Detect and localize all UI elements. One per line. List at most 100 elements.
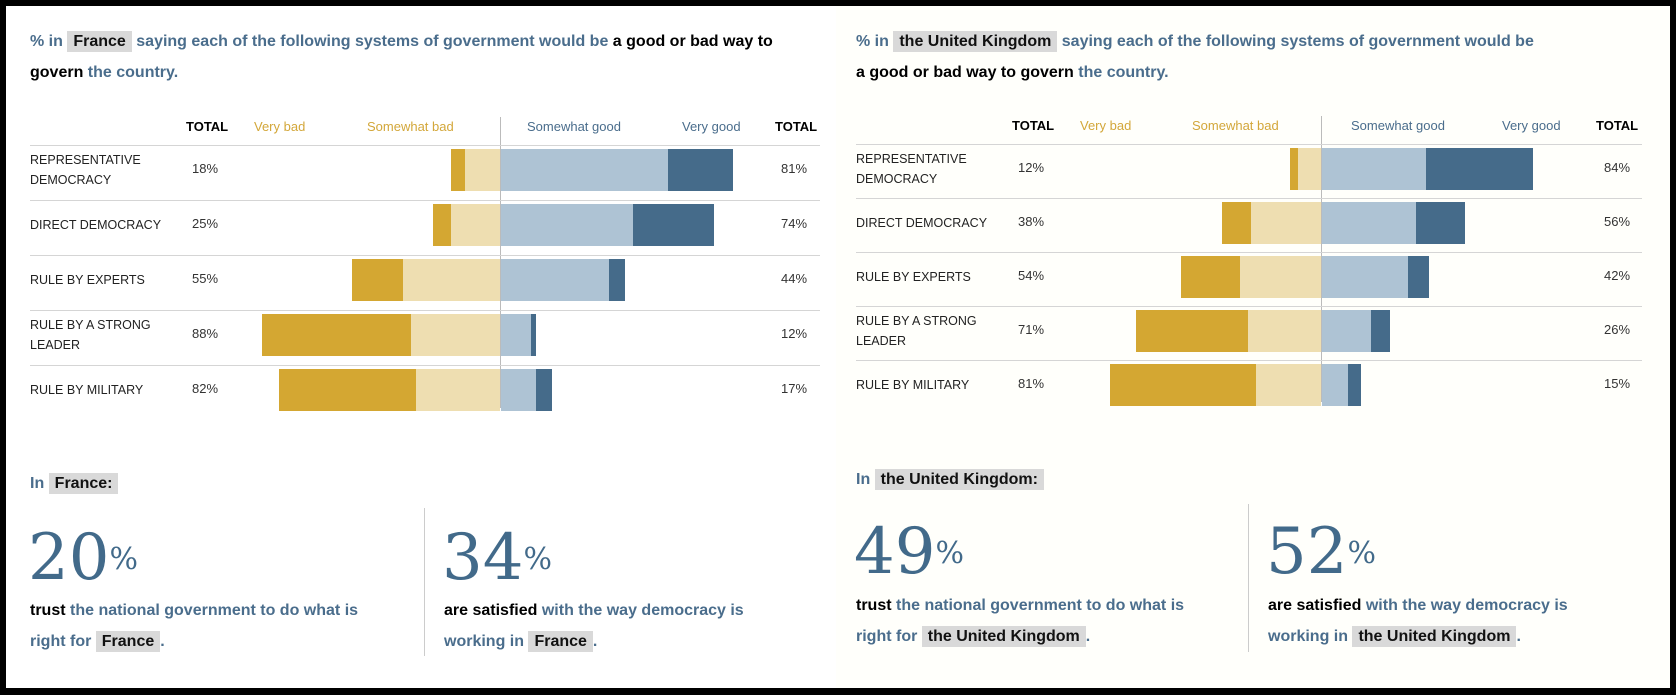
chart-heading: % in France saying each of the following… [30,31,773,81]
row-divider [856,198,1642,199]
somewhat-bad-header: Somewhat bad [367,119,454,134]
good-total-label: 12% [781,326,808,341]
row-divider [30,255,820,256]
row-label: RULE BY EXPERTS [30,273,145,287]
bad-total-label: 88% [192,326,219,341]
good-total-label: 17% [781,381,808,396]
somewhat-good-bar [501,259,609,301]
somewhat-good-header: Somewhat good [527,119,621,134]
very-bad-bar [262,314,411,356]
very-bad-bar [432,204,452,246]
row-label: DIRECT DEMOCRACY [30,218,162,232]
good-total-label: 15% [1604,376,1631,391]
row-label: RULE BY EXPERTS [856,270,971,284]
row-label: REPRESENTATIVE DEMOCRACY [30,153,141,187]
somewhat-bad-bar [1248,310,1321,352]
stat-divider [424,508,425,656]
good-total-label: 26% [1604,322,1631,337]
somewhat-bad-bar [464,149,500,191]
row-label: RULE BY MILITARY [30,383,144,397]
very-bad-bar [1289,148,1298,190]
row-divider [30,200,820,201]
row-label: RULE BY A STRONG LEADER [30,318,151,352]
somewhat-good-bar [501,314,531,356]
country-section-label: In France: [30,469,119,499]
row-divider [856,144,1642,145]
very-bad-bar [1180,256,1241,298]
democracy-satisfaction-stat: 34% [442,521,552,595]
row-label: RULE BY A STRONG LEADER [856,314,977,348]
bad-total-label: 81% [1018,376,1045,391]
bad-total-label: 18% [192,161,219,176]
very-bad-bar [451,149,465,191]
very-bad-bar [278,369,417,411]
good-total-label: 56% [1604,214,1631,229]
somewhat-bad-bar [402,259,500,301]
very-good-bar [1415,202,1465,244]
somewhat-good-bar [501,149,669,191]
good-total-label: 44% [781,271,808,286]
total-bad-header: TOTAL [1012,118,1055,133]
trust-government-stat: 49% [854,515,964,589]
trust-government-text: trust the national government to do what… [30,602,359,652]
very-good-bar [1426,148,1533,190]
very-bad-bar [1136,310,1249,352]
country-highlight: the United Kingdom [893,31,1058,52]
very-good-bar [1371,310,1390,352]
somewhat-bad-bar [1256,364,1321,406]
very-good-bar [609,259,626,301]
row-divider [30,365,820,366]
very-bad-header: Very bad [254,119,306,134]
country-highlight: France [67,31,132,52]
somewhat-good-bar [501,369,537,411]
democracy-satisfaction-stat: 52% [1266,515,1376,589]
somewhat-good-bar [1322,364,1348,406]
total-bad-header: TOTAL [186,119,229,134]
bad-total-label: 82% [192,381,219,396]
row-divider [30,310,820,311]
row-divider [856,252,1642,253]
bad-total-label: 38% [1018,214,1045,229]
very-bad-header: Very bad [1080,118,1132,133]
good-total-label: 42% [1604,268,1631,283]
very-bad-bar [1222,202,1251,244]
somewhat-good-bar [1322,310,1372,352]
row-label: REPRESENTATIVE DEMOCRACY [856,152,967,186]
somewhat-good-bar [501,204,634,246]
somewhat-bad-bar [451,204,500,246]
somewhat-bad-header: Somewhat bad [1192,118,1279,133]
somewhat-bad-bar [1240,256,1321,298]
very-good-bar [536,369,553,411]
bad-total-label: 55% [192,271,219,286]
zero-axis [1321,116,1322,402]
france-panel: % in France saying each of the following… [6,6,836,688]
good-total-label: 74% [781,216,808,231]
somewhat-bad-bar [1250,202,1321,244]
row-label: RULE BY MILITARY [856,378,970,392]
very-good-bar [633,204,715,246]
trust-government-text: trust the national government to do what… [856,597,1185,647]
very-good-header: Very good [682,119,741,134]
somewhat-good-header: Somewhat good [1351,118,1445,133]
bad-total-label: 12% [1018,160,1045,175]
row-divider [30,145,820,146]
democracy-satisfaction-text: are satisfied with the way democracy is … [1268,597,1568,647]
very-good-bar [1407,256,1429,298]
somewhat-bad-bar [416,369,500,411]
uk-panel: % in the United Kingdom saying each of t… [836,6,1670,688]
total-good-header: TOTAL [1596,118,1639,133]
chart-heading: % in the United Kingdom saying each of t… [856,31,1534,81]
bad-total-label: 25% [192,216,219,231]
trust-government-stat: 20% [28,521,138,595]
somewhat-good-bar [1322,256,1408,298]
good-total-label: 81% [781,161,808,176]
zero-axis [500,117,501,408]
somewhat-bad-bar [1297,148,1321,190]
row-divider [856,306,1642,307]
total-good-header: TOTAL [775,119,818,134]
very-good-bar [1348,364,1361,406]
very-bad-bar [1110,364,1256,406]
good-total-label: 84% [1604,160,1631,175]
somewhat-good-bar [1322,202,1416,244]
bad-total-label: 71% [1018,322,1045,337]
